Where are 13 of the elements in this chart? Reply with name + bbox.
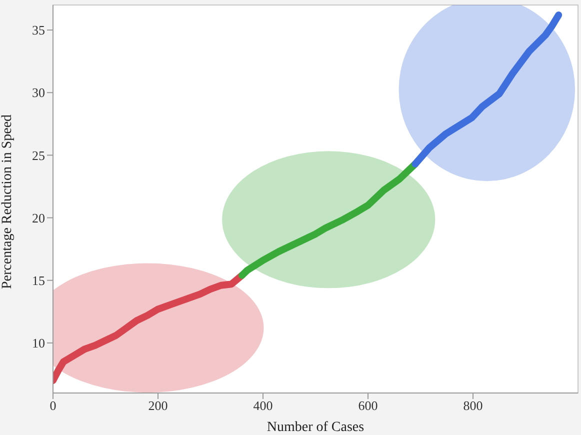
y-tick-label: 30 [32,85,45,100]
x-tick-label: 200 [148,398,168,414]
y-tick-label: 20 [32,210,45,226]
x-axis-title: Number of Cases [266,420,364,435]
y-tick-label: 35 [32,22,45,38]
x-tick-label: 800 [463,398,483,414]
y-tick-label: 15 [32,272,45,288]
x-tick-label: 0 [50,398,56,414]
y-tick-label: 10 [32,336,45,351]
y-tick-label: 25 [32,148,45,163]
x-tick-label: 600 [358,398,378,414]
y-axis-title: Percentage Reduction in Speed [0,114,15,289]
x-tick-label: 400 [253,398,273,414]
